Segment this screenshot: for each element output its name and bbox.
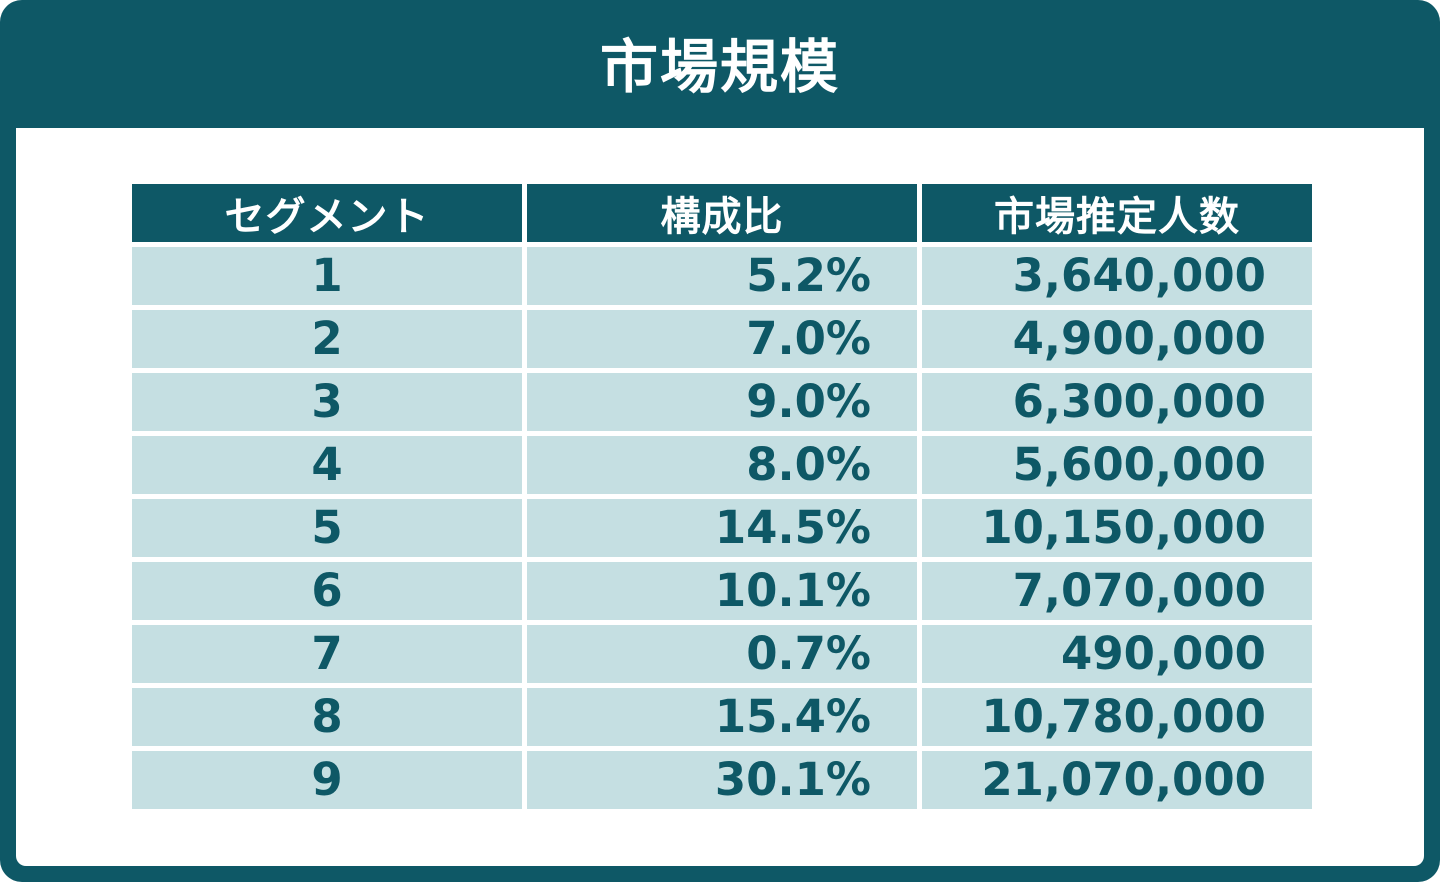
- population-cell: 3,640,000: [922, 247, 1312, 305]
- segment-cell: 5: [132, 499, 522, 557]
- ratio-cell: 9.0%: [527, 373, 917, 431]
- column-header-ratio: 構成比: [527, 184, 917, 242]
- segment-cell: 8: [132, 688, 522, 746]
- table-row: 9 30.1% 21,070,000: [132, 751, 1312, 809]
- segment-cell: 4: [132, 436, 522, 494]
- segment-cell: 7: [132, 625, 522, 683]
- table-row: 6 10.1% 7,070,000: [132, 562, 1312, 620]
- page-title: 市場規模: [599, 33, 840, 101]
- table-row: 8 15.4% 10,780,000: [132, 688, 1312, 746]
- population-cell: 490,000: [922, 625, 1312, 683]
- population-cell: 10,780,000: [922, 688, 1312, 746]
- table-row: 2 7.0% 4,900,000: [132, 310, 1312, 368]
- population-cell: 10,150,000: [922, 499, 1312, 557]
- population-cell: 7,070,000: [922, 562, 1312, 620]
- column-header-segment: セグメント: [132, 184, 522, 242]
- ratio-cell: 10.1%: [527, 562, 917, 620]
- ratio-cell: 14.5%: [527, 499, 917, 557]
- segment-cell: 2: [132, 310, 522, 368]
- population-cell: 6,300,000: [922, 373, 1312, 431]
- table-row: 1 5.2% 3,640,000: [132, 247, 1312, 305]
- segment-cell: 3: [132, 373, 522, 431]
- ratio-cell: 30.1%: [527, 751, 917, 809]
- column-header-estimated-population: 市場推定人数: [922, 184, 1312, 242]
- segment-cell: 6: [132, 562, 522, 620]
- table-panel: セグメント 構成比 市場推定人数 1 5.2% 3,640,000 2 7.0% 4,90…: [16, 128, 1424, 866]
- ratio-cell: 5.2%: [527, 247, 917, 305]
- table-row: 7 0.7% 490,000: [132, 625, 1312, 683]
- ratio-cell: 7.0%: [527, 310, 917, 368]
- header-row: セグメント 構成比 市場推定人数: [132, 184, 1312, 242]
- table-body: 1 5.2% 3,640,000 2 7.0% 4,900,000 3 9.0% 6,300,0…: [132, 247, 1312, 809]
- population-cell: 21,070,000: [922, 751, 1312, 809]
- population-cell: 5,600,000: [922, 436, 1312, 494]
- population-cell: 4,900,000: [922, 310, 1312, 368]
- table-row: 4 8.0% 5,600,000: [132, 436, 1312, 494]
- ratio-cell: 15.4%: [527, 688, 917, 746]
- table-row: 3 9.0% 6,300,000: [132, 373, 1312, 431]
- table-row: 5 14.5% 10,150,000: [132, 499, 1312, 557]
- market-size-table: セグメント 構成比 市場推定人数 1 5.2% 3,640,000 2 7.0% 4,90…: [127, 179, 1317, 814]
- ratio-cell: 0.7%: [527, 625, 917, 683]
- segment-cell: 9: [132, 751, 522, 809]
- segment-cell: 1: [132, 247, 522, 305]
- ratio-cell: 8.0%: [527, 436, 917, 494]
